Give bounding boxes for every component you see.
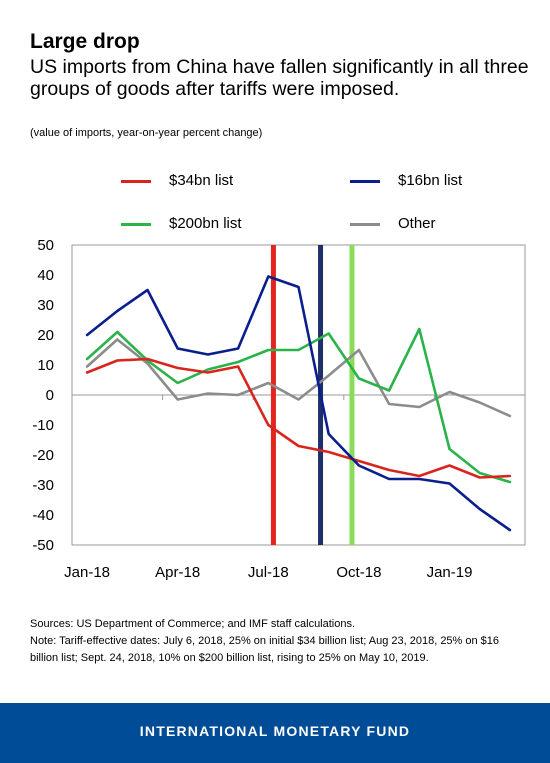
y-tick-label: -20 xyxy=(32,447,54,464)
series-line-1 xyxy=(85,357,512,479)
x-tick-label: Jan-18 xyxy=(64,564,110,581)
y-tick-label: 0 xyxy=(46,387,54,404)
series-line-2 xyxy=(85,275,512,532)
x-tick-label: Apr-18 xyxy=(155,564,200,581)
legend-label-16bn: $16bn list xyxy=(398,172,463,189)
unit-note: (value of imports, year-on-year percent … xyxy=(30,127,263,139)
tariff-note: Note: Tariff-effective dates: July 6, 20… xyxy=(30,635,500,664)
x-tick-label: Jul-18 xyxy=(248,564,289,581)
y-tick-label: 30 xyxy=(37,297,54,314)
legend-swatch-200bn xyxy=(121,223,151,226)
y-tick-label: -10 xyxy=(32,417,54,434)
chart-title: Large drop xyxy=(30,30,140,53)
y-tick-label: 50 xyxy=(37,237,54,254)
x-tick-label: Jan-19 xyxy=(427,564,473,581)
legend-swatch-other xyxy=(350,223,380,226)
chart-subtitle: US imports from China have fallen signif… xyxy=(30,56,529,100)
series-line-4 xyxy=(85,338,512,418)
y-tick-label: 20 xyxy=(37,327,54,344)
y-tick-label: -40 xyxy=(32,507,54,524)
legend-label-200bn: $200bn list xyxy=(169,215,242,232)
legend-label-34bn: $34bn list xyxy=(169,172,234,189)
footer-brand: INTERNATIONAL MONETARY FUND xyxy=(139,723,411,739)
sources-note: Sources: US Department of Commerce; and … xyxy=(30,618,356,630)
y-tick-label: 10 xyxy=(37,357,54,374)
y-tick-label: 40 xyxy=(37,267,54,284)
footer-bar: INTERNATIONAL MONETARY FUND xyxy=(0,703,550,763)
y-tick-label: -50 xyxy=(32,537,54,554)
legend-label-other: Other xyxy=(398,215,436,232)
series-line-3 xyxy=(85,327,512,484)
legend-swatch-16bn xyxy=(350,180,380,183)
line-chart: 50 40 30 20 10 0 -10 -20 -30 -40 -50 Jan-18 Apr-18 Ju… xyxy=(32,237,526,581)
legend-swatch-34bn xyxy=(121,180,151,183)
y-tick-label: -30 xyxy=(32,477,54,494)
x-tick-label: Oct-18 xyxy=(336,564,381,581)
